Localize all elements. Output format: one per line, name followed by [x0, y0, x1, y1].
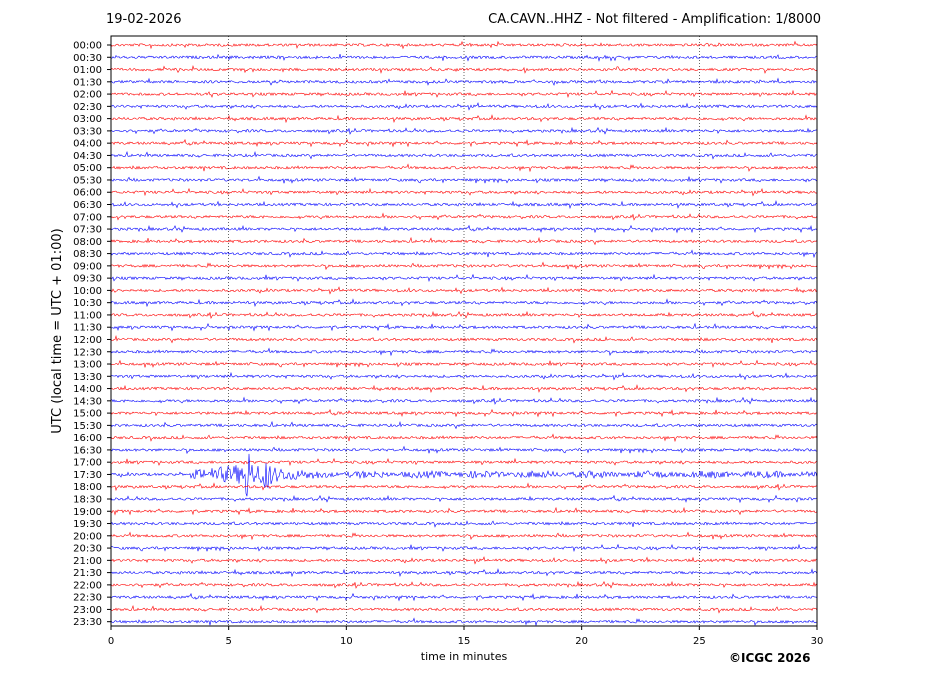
y-tick-label: 06:00: [73, 188, 102, 199]
trace-1530: [110, 420, 818, 430]
y-tick-label: 23:30: [73, 617, 102, 628]
y-tick-label: 07:00: [73, 212, 102, 223]
y-tick-label: 06:30: [73, 200, 102, 211]
y-tick-label: 15:00: [73, 409, 102, 420]
x-tick-label: 5: [225, 636, 231, 647]
trace-0300: [110, 114, 818, 124]
y-tick-label: 00:00: [73, 41, 102, 52]
y-tick-label: 08:30: [73, 249, 102, 260]
y-tick-label: 00:30: [73, 53, 102, 64]
x-axis-label: time in minutes: [421, 650, 508, 663]
y-tick-label: 19:00: [73, 507, 102, 518]
y-tick-label: 09:30: [73, 274, 102, 285]
y-tick-label: 15:30: [73, 421, 102, 432]
copyright: ©ICGC 2026: [729, 651, 811, 665]
y-tick-label: 04:30: [73, 151, 102, 162]
y-tick-label: 04:00: [73, 139, 102, 150]
trace-0330: [110, 126, 818, 135]
y-tick-label: 18:30: [73, 494, 102, 505]
y-tick-label: 17:30: [73, 470, 102, 481]
trace-0600: [110, 187, 818, 197]
y-tick-label: 22:00: [73, 580, 102, 591]
y-tick-label: 13:30: [73, 372, 102, 383]
y-tick-label: 11:00: [73, 310, 102, 321]
date-label: 19-02-2026: [106, 12, 182, 27]
y-tick-label: 17:00: [73, 458, 102, 469]
trace-1500: [110, 408, 818, 418]
y-tick-label: 10:00: [73, 286, 102, 297]
trace-2000: [110, 531, 818, 541]
y-tick-label: 21:30: [73, 568, 102, 579]
y-tick-label: 20:30: [73, 544, 102, 555]
y-tick-label: 05:30: [73, 175, 102, 186]
x-tick-label: 15: [458, 636, 471, 647]
y-tick-label: 21:00: [73, 556, 102, 567]
x-tick-label: 20: [575, 636, 588, 647]
trace-0800: [110, 236, 818, 246]
y-tick-label: 22:30: [73, 593, 102, 604]
y-tick-label: 16:00: [73, 433, 102, 444]
chart-title: CA.CAVN..HHZ - Not filtered - Amplificat…: [488, 12, 821, 27]
y-tick-label: 14:00: [73, 384, 102, 395]
y-tick-label: 19:30: [73, 519, 102, 530]
y-tick-label: 03:00: [73, 114, 102, 125]
y-tick-label: 11:30: [73, 323, 102, 334]
x-tick-label: 30: [811, 636, 824, 647]
y-tick-label: 14:30: [73, 396, 102, 407]
y-tick-label: 13:00: [73, 360, 102, 371]
trace-1400: [110, 384, 818, 394]
y-tick-label: 10:30: [73, 298, 102, 309]
y-tick-label: 23:00: [73, 605, 102, 616]
y-tick-label: 03:30: [73, 126, 102, 137]
y-tick-label: 20:00: [73, 531, 102, 542]
trace-0400: [110, 138, 818, 148]
y-tick-label: 07:30: [73, 225, 102, 236]
y-tick-label: 01:00: [73, 65, 102, 76]
y-tick-label: 08:00: [73, 237, 102, 248]
x-tick-label: 25: [693, 636, 706, 647]
y-tick-label: 09:00: [73, 261, 102, 272]
trace-2030: [110, 543, 818, 552]
x-tick-label: 10: [340, 636, 353, 647]
trace-0830: [110, 249, 818, 259]
trace-0930: [110, 273, 818, 283]
trace-1030: [110, 298, 818, 308]
y-tick-label: 02:00: [73, 90, 102, 101]
y-tick-label: 16:30: [73, 445, 102, 456]
y-tick-label: 18:00: [73, 482, 102, 493]
trace-1700: [110, 457, 818, 467]
trace-1930: [110, 520, 818, 528]
y-tick-label: 12:30: [73, 347, 102, 358]
y-tick-label: 12:00: [73, 335, 102, 346]
y-tick-label: 01:30: [73, 77, 102, 88]
trace-1430: [110, 396, 818, 405]
y-axis-label: UTC (local time = UTC + 01:00): [50, 228, 65, 433]
trace-0900: [110, 261, 818, 271]
x-tick-label: 0: [108, 636, 114, 647]
y-tick-label: 02:30: [73, 102, 102, 113]
y-tick-label: 05:00: [73, 163, 102, 174]
